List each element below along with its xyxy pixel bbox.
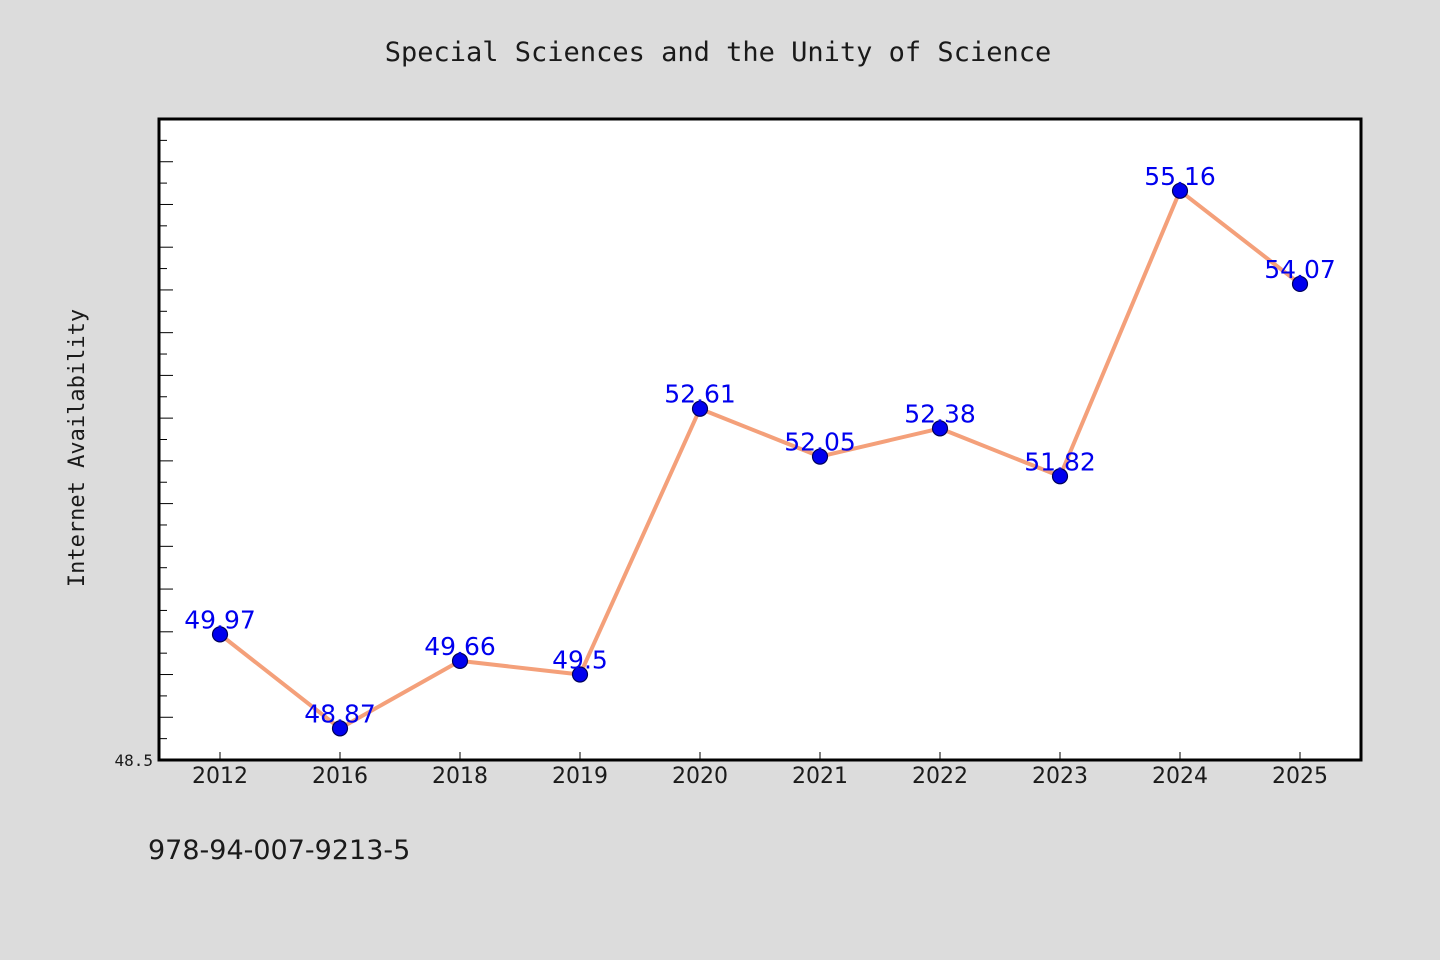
x-tick-label: 2012 [192, 764, 248, 789]
data-label: 48.87 [304, 699, 376, 728]
series-line [218, 188, 1302, 731]
y-axis-label: Internet Availability [65, 309, 90, 587]
x-tick-label: 2016 [312, 764, 368, 789]
plot-area [157, 117, 1363, 762]
y-tick-label: 48.5 [114, 751, 153, 770]
x-tick-label: 2021 [792, 764, 848, 789]
data-label: 49.66 [424, 632, 496, 661]
data-point [331, 720, 349, 737]
data-label: 52.61 [664, 380, 736, 409]
data-point [571, 666, 589, 683]
data-point [1051, 468, 1069, 485]
x-axis-ticks: 2012 2016 2018 2019 2020 2021 2022 2023 2024 2025 [192, 752, 1328, 789]
data-point [691, 400, 709, 417]
data-point [451, 652, 469, 669]
data-point [1291, 275, 1309, 293]
data-point [931, 420, 949, 437]
x-tick-label: 2022 [912, 764, 968, 789]
footer-note: 978-94-007-9213-5 [148, 835, 411, 866]
x-tick-label: 2024 [1152, 764, 1208, 789]
data-point [1171, 182, 1189, 199]
data-label: 52.38 [904, 399, 976, 428]
data-label: 54.07 [1264, 255, 1336, 284]
x-tick-label: 2023 [1032, 764, 1088, 789]
series-layer: 49.97 48.87 49.66 49.5 52.61 52.05 52.38 51.82 5… [184, 162, 1336, 737]
data-point [811, 448, 829, 465]
x-tick-label: 2018 [432, 764, 488, 789]
y-axis-ticks: 48.5 [114, 118, 173, 770]
data-point [211, 626, 229, 643]
x-tick-label: 2020 [672, 764, 728, 789]
chart-title: Special Sciences and the Unity of Scienc… [385, 37, 1051, 68]
x-tick-label: 2019 [552, 764, 608, 789]
data-label: 51.82 [1024, 447, 1096, 476]
data-label: 55.16 [1144, 162, 1216, 191]
x-tick-label: 2025 [1272, 764, 1328, 789]
data-label: 49.5 [552, 646, 608, 675]
data-label: 49.97 [184, 605, 256, 634]
data-label: 52.05 [784, 428, 856, 457]
